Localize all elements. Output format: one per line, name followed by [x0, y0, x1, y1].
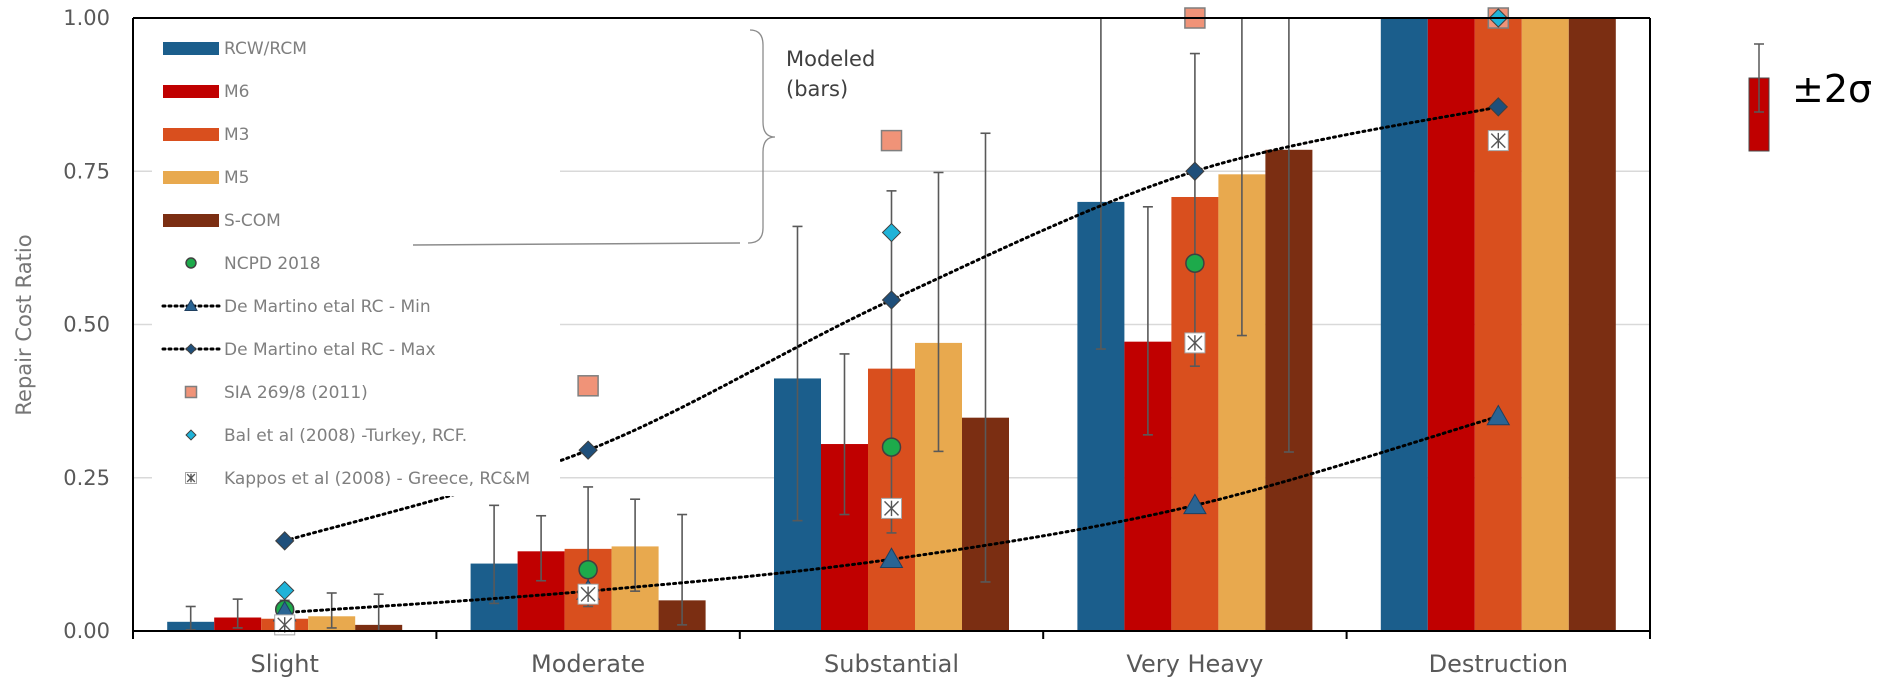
modeled-brace [747, 29, 776, 244]
legend-label: M6 [224, 82, 249, 102]
diamond-marker [578, 440, 598, 460]
triangle-marker [1486, 404, 1511, 426]
error-bars [185, 17, 1294, 632]
legend-label: S-COM [224, 211, 281, 231]
y-tick-label: 0.00 [63, 619, 110, 643]
triangle-marker [184, 298, 198, 312]
diamond-marker [881, 222, 902, 243]
legend-label: RCW/RCM [224, 39, 307, 59]
diamond-marker [1185, 161, 1205, 181]
legend-label: De Martino etal RC - Min [224, 297, 431, 317]
circle-marker [1185, 253, 1205, 273]
x-tick-label: Slight [250, 650, 318, 678]
bar [1521, 18, 1569, 631]
legend-label: De Martino etal RC - Max [224, 340, 436, 360]
modeled-annotation: Modeled (bars) [412, 29, 875, 246]
triangle-marker [879, 547, 904, 569]
y-tick-label: 0.25 [63, 466, 110, 490]
x-tick-label: Very Heavy [1126, 650, 1263, 678]
square-marker [184, 385, 198, 399]
circle-marker [578, 559, 598, 580]
y-tick-label: 0.75 [63, 159, 110, 183]
bar [1474, 18, 1522, 631]
circle-marker [185, 257, 197, 269]
legend-label: M3 [224, 125, 249, 145]
legend-swatch [163, 128, 219, 141]
legend-swatch [163, 171, 219, 184]
legend-background [152, 28, 560, 496]
y-tick-label: 0.50 [63, 313, 110, 337]
y-tick-label: 1.00 [63, 6, 110, 30]
legend-swatch [163, 42, 219, 55]
legend-swatch [163, 85, 219, 98]
legend-label: Bal et al (2008) -Turkey, RCF. [224, 426, 467, 446]
diamond-marker [881, 290, 902, 310]
y-axis-label: Repair Cost Ratio [12, 234, 36, 415]
x-tick-label: Moderate [531, 650, 645, 678]
legend-label: M5 [224, 168, 249, 188]
bar [1427, 18, 1475, 631]
diamond-marker [185, 429, 197, 441]
x-tick-label: Substantial [824, 650, 959, 678]
diamond-marker [1488, 97, 1509, 117]
legend-swatch [163, 214, 219, 227]
square-marker [577, 375, 599, 397]
sigma-label: ±2σ [1792, 67, 1872, 111]
legend-label: NCPD 2018 [224, 254, 321, 274]
bar [1380, 18, 1428, 631]
diamond-marker [274, 580, 295, 601]
legend: RCW/RCM M6 M3 M5 S-COM NCPD 2018 De Martino et… [152, 28, 560, 496]
triangle-marker [1183, 493, 1207, 515]
legend-label: Kappos et al (2008) - Greece, RC&M [224, 469, 530, 489]
axes: 0.00 0.25 0.50 0.75 1.00 Slight Moderate Substa… [63, 6, 1651, 678]
legend-label: SIA 269/8 (2011) [224, 383, 368, 403]
x-tick-label: Destruction [1429, 650, 1568, 678]
bar [1568, 18, 1616, 631]
square-marker [880, 129, 903, 152]
circle-marker [881, 437, 902, 457]
sigma-legend: ±2σ [1748, 43, 1872, 152]
diamond-marker [185, 343, 197, 355]
diamond-marker [274, 531, 295, 551]
modeled-label-line1: Modeled [786, 47, 875, 71]
modeled-pointer-line [412, 242, 741, 246]
modeled-label-line2: (bars) [786, 77, 848, 101]
